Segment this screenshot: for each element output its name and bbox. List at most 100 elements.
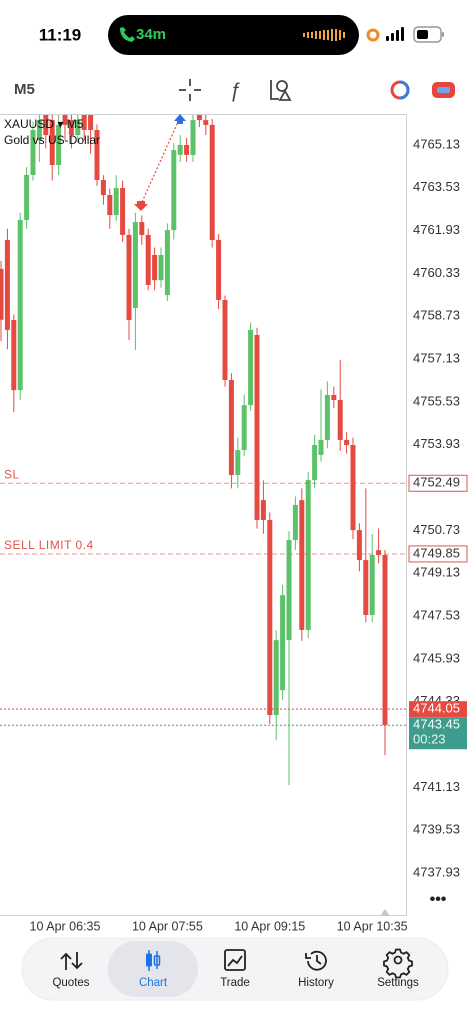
price-axis: 10 Apr 06:35 10 Apr 07:55 10 Apr 09:15 10 A… bbox=[30, 136, 460, 933]
battery-level bbox=[417, 30, 428, 39]
y-tick-label: 4758.73 bbox=[413, 308, 460, 323]
recording-dot bbox=[366, 28, 380, 42]
candle-body bbox=[280, 595, 286, 691]
candle-body bbox=[344, 439, 350, 446]
bid-box bbox=[409, 701, 467, 718]
x-tick-label: 10 Apr 10:35 bbox=[337, 919, 408, 933]
candle-body bbox=[126, 234, 132, 321]
tab-label[interactable]: Quotes bbox=[52, 977, 89, 989]
candle-body bbox=[56, 124, 62, 166]
candle-body bbox=[75, 120, 81, 136]
candle-body bbox=[100, 180, 106, 196]
candle-body bbox=[68, 120, 74, 136]
candle-body bbox=[324, 394, 330, 440]
candle-body bbox=[184, 144, 190, 155]
candle-body bbox=[312, 445, 318, 481]
signal bbox=[386, 27, 404, 41]
candle-body bbox=[363, 560, 369, 615]
candle-body bbox=[260, 500, 266, 520]
waveform bbox=[303, 29, 345, 41]
quotes-icon[interactable] bbox=[60, 952, 83, 970]
timeframe-button[interactable]: M5 bbox=[14, 81, 35, 98]
candle-body bbox=[81, 115, 87, 130]
y-tick-label: 4747.53 bbox=[413, 607, 460, 622]
candle-body bbox=[36, 120, 42, 141]
y-tick-label: 4750.73 bbox=[413, 522, 460, 537]
candle-body bbox=[171, 150, 177, 231]
y-tick-label: 4761.93 bbox=[413, 222, 460, 237]
candle-body bbox=[235, 450, 241, 475]
level-price-box bbox=[408, 474, 468, 492]
candle-body bbox=[94, 129, 100, 181]
candle-body bbox=[30, 129, 36, 175]
dynamic-island bbox=[108, 15, 359, 55]
chart-icon[interactable] bbox=[146, 950, 161, 971]
trade-button[interactable] bbox=[432, 82, 455, 98]
more-button[interactable]: ••• bbox=[430, 891, 447, 908]
tab-label[interactable]: Chart bbox=[139, 977, 168, 989]
scroll-end-marker[interactable] bbox=[380, 909, 390, 916]
candle-body bbox=[356, 530, 362, 561]
ask-box bbox=[409, 717, 467, 750]
candle-body bbox=[216, 239, 222, 300]
trade-icon[interactable] bbox=[224, 949, 246, 971]
candle-body bbox=[209, 124, 215, 240]
candle-body bbox=[350, 445, 356, 531]
level-price: 4749.85 bbox=[413, 545, 460, 560]
sell-marker bbox=[134, 201, 148, 211]
candle-body bbox=[273, 640, 279, 716]
candle-body bbox=[62, 115, 68, 125]
candle-body bbox=[241, 405, 247, 451]
objects-button[interactable] bbox=[270, 80, 292, 101]
y-tick-label: 4737.93 bbox=[413, 864, 460, 879]
crosshair-button[interactable] bbox=[179, 79, 201, 101]
candle-body bbox=[299, 500, 305, 630]
candle-body bbox=[107, 195, 113, 216]
level-label: SL bbox=[4, 467, 20, 481]
chart-subtitle: Gold vs US-Dollar bbox=[4, 133, 100, 147]
y-tick-label: 4745.93 bbox=[413, 650, 460, 665]
candle-body bbox=[369, 555, 375, 615]
level-price: 4752.49 bbox=[413, 475, 460, 490]
y-tick-label: 4755.53 bbox=[413, 393, 460, 408]
candle-body bbox=[305, 480, 311, 630]
tab-label[interactable]: Trade bbox=[220, 977, 250, 989]
tab-label[interactable]: Settings bbox=[377, 977, 419, 989]
candle-body bbox=[286, 540, 292, 641]
x-tick-label: 10 Apr 09:15 bbox=[234, 919, 305, 933]
y-tick-label: 4757.13 bbox=[413, 351, 460, 366]
level-price-box bbox=[408, 545, 468, 563]
candle-body bbox=[382, 555, 388, 726]
buy-marker bbox=[174, 114, 186, 124]
history-icon[interactable] bbox=[305, 950, 327, 971]
candle-body bbox=[318, 439, 324, 455]
candle-body bbox=[248, 329, 254, 406]
settings-icon[interactable] bbox=[383, 948, 413, 979]
candle-body bbox=[139, 222, 145, 235]
clock: 11:19 bbox=[39, 25, 82, 44]
trade-link bbox=[141, 121, 179, 203]
y-tick-label: 4753.93 bbox=[413, 436, 460, 451]
tab-label[interactable]: History bbox=[298, 977, 334, 989]
candle-body bbox=[267, 519, 273, 716]
tab-bar-bg bbox=[21, 937, 449, 1001]
candle-body bbox=[177, 144, 183, 155]
indicators-button[interactable]: ƒ bbox=[229, 79, 240, 101]
candle-body bbox=[17, 219, 23, 391]
x-tick-label: 10 Apr 07:55 bbox=[132, 919, 203, 933]
candle-body bbox=[43, 115, 49, 136]
y-tick-label: 4739.53 bbox=[413, 822, 460, 837]
candle-body bbox=[254, 335, 260, 520]
candle-body bbox=[152, 254, 158, 281]
battery bbox=[413, 26, 442, 43]
color-scheme-button[interactable] bbox=[390, 80, 410, 100]
candle-body bbox=[24, 174, 30, 220]
ask-price: 4743.45 bbox=[413, 717, 460, 732]
candle-body bbox=[88, 115, 94, 130]
candle-body bbox=[196, 115, 202, 121]
chart-overlay: XAUUSD ▾ M5 Gold vs US-Dollar bbox=[4, 114, 186, 211]
bar-timer: 00:23 bbox=[413, 732, 446, 747]
